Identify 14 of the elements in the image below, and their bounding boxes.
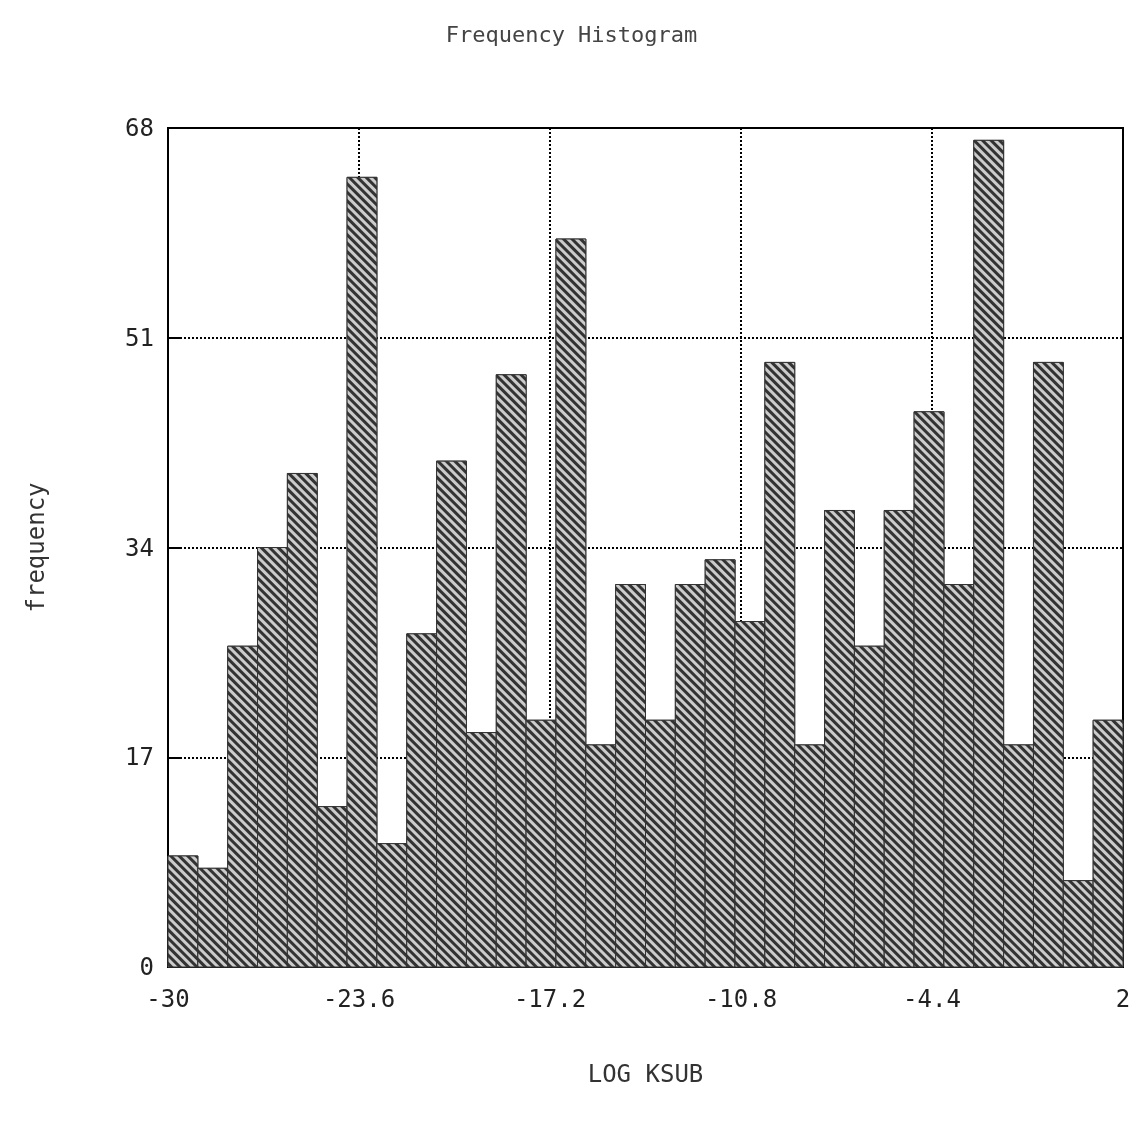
y-axis-title: frequency — [22, 482, 50, 613]
x-tick-label: -17.2 — [513, 985, 587, 1013]
x-axis-title: LOG KSUB — [587, 1060, 704, 1088]
y-tick-label: 17 — [125, 743, 154, 772]
y-tick-label: 34 — [125, 533, 154, 562]
x-tick-label: -30 — [146, 985, 190, 1013]
y-tick-label: 51 — [125, 323, 154, 352]
x-tick-label: -10.8 — [704, 985, 778, 1013]
x-tick-label: -23.6 — [322, 985, 396, 1013]
x-tick-label: 2 — [1115, 985, 1131, 1013]
y-tick-label: 68 — [125, 114, 154, 142]
chart-title: Frequency Histogram — [445, 21, 698, 47]
x-tick-label: -4.4 — [903, 985, 961, 1013]
y-tick-label: 0 — [139, 953, 154, 981]
